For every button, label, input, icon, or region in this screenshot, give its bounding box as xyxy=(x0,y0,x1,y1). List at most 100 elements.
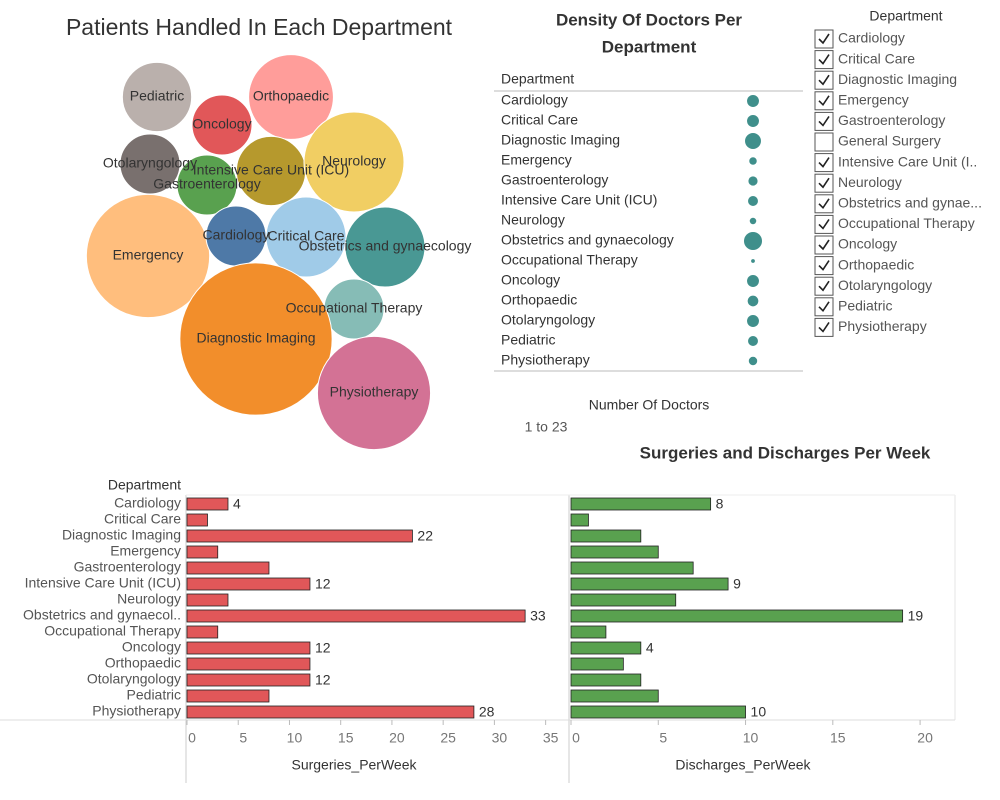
x-tick-label: 5 xyxy=(659,730,667,746)
category-label: Cardiology xyxy=(114,495,181,511)
bar xyxy=(186,657,311,671)
filter-label[interactable]: Obstetrics and gynae... xyxy=(838,195,982,211)
x-tick-label: 20 xyxy=(389,730,405,746)
bubble-label: Diagnostic Imaging xyxy=(196,330,315,346)
check-mark xyxy=(818,74,830,86)
filter-label[interactable]: Orthopaedic xyxy=(838,256,914,272)
checkbox[interactable] xyxy=(814,173,834,193)
filter-label[interactable]: Intensive Care Unit (I.. xyxy=(838,153,977,169)
filter-label[interactable]: General Surgery xyxy=(838,133,941,149)
checkbox[interactable] xyxy=(814,29,834,49)
bar xyxy=(570,689,659,703)
row-label: Obstetrics and gynaecology xyxy=(501,232,674,248)
checkbox[interactable] xyxy=(814,235,834,255)
x-tick-label: 0 xyxy=(572,730,580,746)
check-mark xyxy=(818,280,830,292)
dot xyxy=(749,217,757,225)
checkbox[interactable] xyxy=(814,70,834,90)
checkbox[interactable] xyxy=(814,256,834,276)
category-label: Orthopaedic xyxy=(105,655,181,671)
row-label: Intensive Care Unit (ICU) xyxy=(501,192,657,208)
bar xyxy=(186,513,208,527)
bar xyxy=(186,545,219,559)
filter-label[interactable]: Cardiology xyxy=(838,30,905,46)
dot xyxy=(747,295,759,307)
filter-label[interactable]: Oncology xyxy=(838,236,897,252)
bar xyxy=(570,561,694,575)
filter-label[interactable]: Diagnostic Imaging xyxy=(838,71,957,87)
value-label: 4 xyxy=(233,496,241,512)
category-label: Neurology xyxy=(117,591,181,607)
bar xyxy=(186,641,311,655)
bubble-label: Critical Care xyxy=(267,228,344,244)
filter-label[interactable]: Neurology xyxy=(838,174,902,190)
dot xyxy=(747,315,759,327)
bar xyxy=(186,673,311,687)
bar xyxy=(186,609,526,623)
check-mark xyxy=(818,33,830,45)
dot-title: Density Of Doctors Per xyxy=(556,10,742,29)
filter-label[interactable]: Physiotherapy xyxy=(838,318,927,334)
filter-label[interactable]: Otolaryngology xyxy=(838,277,932,293)
bubble xyxy=(85,193,211,319)
value-label: 12 xyxy=(315,672,331,688)
size-legend-label: 1 to 23 xyxy=(525,419,568,435)
bar xyxy=(570,513,589,527)
check-mark xyxy=(818,198,830,210)
dot xyxy=(748,336,758,346)
checkbox[interactable] xyxy=(814,194,834,214)
check-mark xyxy=(818,239,830,251)
bar xyxy=(570,593,677,607)
check-mark xyxy=(818,260,830,271)
row-header: Department xyxy=(108,477,181,493)
bar xyxy=(186,497,229,511)
value-label: 10 xyxy=(751,704,767,720)
axis-title: Discharges_PerWeek xyxy=(675,757,811,773)
bubble-label: Intensive Care Unit (ICU) xyxy=(193,162,349,178)
filter-label[interactable]: Occupational Therapy xyxy=(838,215,975,231)
value-label: 4 xyxy=(646,640,654,656)
x-tick-label: 10 xyxy=(743,730,759,746)
checkbox[interactable] xyxy=(814,153,834,173)
filter-label[interactable]: Pediatric xyxy=(838,298,892,314)
checkbox[interactable] xyxy=(814,276,834,296)
checkbox[interactable] xyxy=(814,317,834,337)
dot-title: Department xyxy=(602,37,697,56)
row-label: Orthopaedic xyxy=(501,292,577,308)
filter-label[interactable]: Critical Care xyxy=(838,50,915,66)
checkbox[interactable] xyxy=(814,214,834,234)
category-label: Diagnostic Imaging xyxy=(62,527,181,543)
bubble xyxy=(179,262,333,416)
checkbox[interactable] xyxy=(814,111,834,131)
bubble-label: Physiotherapy xyxy=(330,384,419,400)
filter-label[interactable]: Emergency xyxy=(838,92,909,108)
value-label: 28 xyxy=(479,704,495,720)
check-mark xyxy=(818,177,830,189)
x-tick-label: 35 xyxy=(543,730,559,746)
size-legend-title: Number Of Doctors xyxy=(589,397,710,413)
checkbox[interactable] xyxy=(814,132,834,152)
dot xyxy=(745,133,761,149)
bar xyxy=(186,593,229,607)
x-tick-label: 0 xyxy=(188,730,196,746)
row-label: Diagnostic Imaging xyxy=(501,132,620,148)
bubble-label: Pediatric xyxy=(130,88,184,104)
bubble-label: Emergency xyxy=(113,247,184,263)
checkbox[interactable] xyxy=(814,297,834,317)
value-label: 8 xyxy=(716,496,724,512)
bar xyxy=(570,705,746,719)
category-label: Intensive Care Unit (ICU) xyxy=(25,575,181,591)
bar xyxy=(186,625,219,639)
filter-label[interactable]: Gastroenterology xyxy=(838,112,945,128)
x-tick-label: 25 xyxy=(440,730,456,746)
bubble-label: Obstetrics and gynaecology xyxy=(299,238,472,254)
row-label: Pediatric xyxy=(501,332,555,348)
dot xyxy=(743,231,763,251)
row-label: Otolaryngology xyxy=(501,312,595,328)
bar xyxy=(570,625,607,639)
value-label: 33 xyxy=(530,608,546,624)
checkbox[interactable] xyxy=(814,50,834,70)
dot xyxy=(747,95,759,107)
checkbox[interactable] xyxy=(814,91,834,111)
